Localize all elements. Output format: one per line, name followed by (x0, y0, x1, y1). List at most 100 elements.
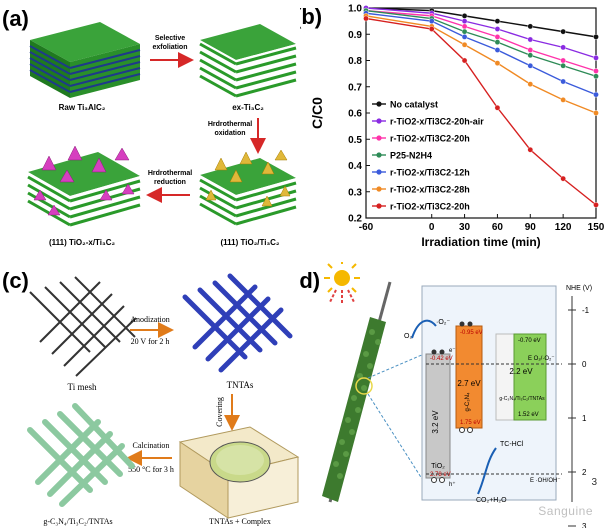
legend-entry: r-TiO2-x/Ti3C2-20h-air (390, 117, 484, 127)
y-tick-label: 0.9 (348, 30, 362, 41)
step3b-label: reduction (154, 179, 186, 186)
data-point (560, 44, 566, 51)
data-point (461, 41, 468, 48)
data-point (461, 23, 468, 30)
step1b-label: exfoliation (152, 44, 187, 51)
watermark: Sanguine (538, 504, 593, 518)
degradation-chart: (b) 0.2 0.3 0.4 0.5 0.6 0.7 0.8 0.9 1.0 -60 0 30 60… (300, 4, 605, 250)
ti-mesh-label: Ti mesh (68, 382, 97, 392)
data-point (461, 13, 468, 19)
hole-markers (431, 427, 473, 483)
legend-swatch-marker (376, 169, 382, 175)
gcn-band (455, 325, 483, 429)
data-point (527, 52, 534, 59)
x-axis-label: Irradiation time (min) (421, 235, 540, 249)
data-point (593, 73, 599, 80)
tio2-ti3c2-stack (199, 149, 297, 232)
data-point (593, 202, 599, 208)
legend-swatch-marker (376, 203, 382, 209)
nhe-tick-label: -1 (582, 306, 590, 315)
legend-entry: No catalyst (390, 100, 438, 110)
x-tick-label: 30 (459, 222, 471, 233)
products-label: CO₂+H₂O (476, 497, 507, 504)
composite-band (513, 333, 547, 421)
nanotube-rod (322, 281, 392, 503)
comp-name-label: g-C₃N₄/Ti₃C₂/TNTAs (499, 396, 545, 402)
tio2x-ti3c2-stack (27, 145, 141, 232)
panel-c-label: (c) (2, 268, 29, 293)
tntas-mesh (182, 273, 293, 373)
legend-entry: r-TiO2-x/Ti3C2-20h (390, 134, 470, 144)
o2-radical-label: ·O₂⁻ (436, 319, 450, 326)
x-tick-label: -60 (359, 222, 374, 233)
comp-gap-label: 2.2 eV (509, 367, 533, 376)
data-point (593, 34, 599, 40)
data-point (527, 47, 534, 53)
gcn-cb-label: -0.95 eV (460, 330, 483, 336)
hole-label: h⁺ (449, 481, 456, 488)
data-point (494, 18, 501, 24)
raw-ti3alc2-stack (29, 22, 141, 98)
data-point (461, 18, 468, 24)
tio2-cb-label: -0.42 eV (430, 356, 453, 362)
panel-a: (a) Raw Ti₃AlC₂ Selective exfoliation (0, 0, 300, 262)
zoom-lines (367, 353, 425, 483)
data-point (428, 26, 435, 32)
nhe-tick-label: 0 (582, 360, 587, 369)
gcn-gap-label: 2.7 eV (457, 379, 481, 388)
x-tick-label: 120 (555, 222, 572, 233)
data-point (560, 78, 566, 85)
data-point (363, 15, 369, 22)
legend-swatch-marker (376, 118, 382, 124)
x-tick-label: 60 (492, 222, 504, 233)
y-tick-label: 1.0 (348, 4, 362, 15)
step2-label: Hrdrothermal (208, 121, 252, 128)
tio2-label: TiO₂ (431, 463, 445, 470)
complex-label: TNTAs + Complex (209, 517, 271, 526)
ex-label: ex-Ti₃C₂ (232, 103, 264, 112)
data-point (593, 91, 599, 98)
final-mesh (27, 403, 135, 507)
nhe-ticks: -1 0 1 2 3 (568, 306, 590, 528)
panel-c: (c) Ti mesh Anodization 20 V for 2 h TNT… (0, 262, 300, 528)
final-label: g-C₃N₄/Ti₃C₂/TNTAs (43, 517, 112, 526)
panel-d: (d) (300, 262, 605, 528)
panel-b-label: (b) (300, 4, 322, 29)
data-point (527, 81, 534, 87)
nhe-tick-label: 1 (582, 414, 587, 423)
page-number: 3 (591, 477, 597, 488)
tio2-gap-label: 3.2 eV (431, 410, 440, 434)
step2b-label: oxidation (214, 130, 245, 137)
y-tick-label: 0.7 (348, 82, 362, 93)
step3-label: Hrdrothermal (148, 170, 192, 177)
data-point (428, 18, 435, 24)
x-tick-label: 0 (429, 222, 435, 233)
data-point (494, 60, 501, 66)
ex-ti3c2-stack (199, 24, 297, 98)
legend-swatch-marker (376, 186, 382, 192)
data-point (527, 23, 534, 30)
data-point (560, 62, 566, 69)
data-point (560, 57, 566, 64)
y-tick-label: 0.6 (348, 109, 362, 120)
y-axis-label: C/C0 (309, 97, 325, 129)
legend-swatch-marker (376, 135, 382, 141)
composite-band-left (495, 333, 515, 421)
electron-label: e⁻ (449, 348, 456, 354)
tio2-band (425, 353, 451, 479)
data-point (527, 36, 534, 43)
data-point (461, 28, 468, 35)
y-tick-label: 0.3 (348, 187, 362, 198)
oh-ref-label: E ·OH/OH⁻ (530, 478, 561, 484)
raw-label: Raw Ti₃AlC₂ (59, 103, 106, 112)
data-point (527, 146, 534, 153)
data-point (593, 55, 599, 61)
gcn-label: g-C₃N₄ (465, 392, 471, 411)
right-product-label: (111) TiO₂/Ti₃C₂ (221, 238, 280, 247)
nhe-label: NHE (V) (566, 285, 592, 292)
legend-swatch-marker (376, 101, 382, 107)
y-tick-label: 0.2 (348, 214, 362, 225)
covering-label: Covering (215, 397, 224, 427)
data-point (461, 34, 468, 40)
panel-a-label: (a) (2, 6, 29, 31)
